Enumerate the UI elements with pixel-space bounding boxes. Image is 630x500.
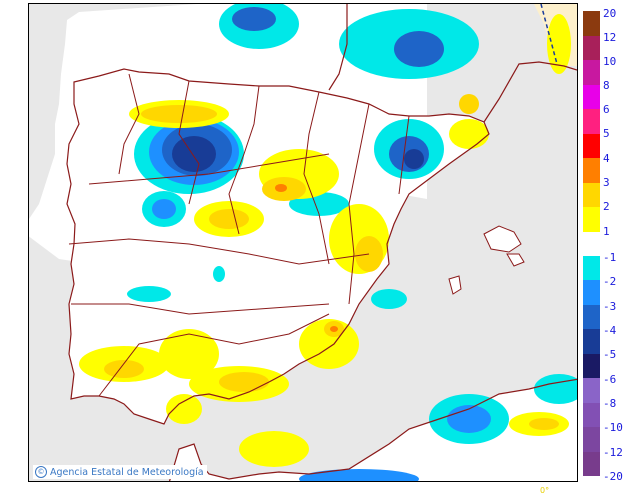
north-africa-land [169, 379, 577, 481]
credit-label: © Agencia Estatal de Meteorología [33, 465, 207, 479]
legend-swatch [583, 452, 600, 476]
legend-swatch [583, 329, 600, 354]
legend-swatch [583, 427, 600, 452]
temperature-anomaly-map [29, 4, 577, 481]
africa-coastline [168, 378, 577, 481]
legend-swatch [583, 354, 600, 378]
legend-label: -10 [603, 421, 623, 434]
legend-swatch [583, 158, 600, 183]
legend-label: -20 [603, 470, 623, 483]
legend-swatch [583, 36, 600, 60]
map-panel: © Agencia Estatal de Meteorología aemet [28, 3, 578, 482]
legend-label: 5 [603, 127, 610, 140]
legend-swatch [583, 109, 600, 134]
legend-label: -12 [603, 446, 623, 459]
legend-label: 3 [603, 176, 610, 189]
legend-label: -1 [603, 251, 617, 264]
legend-negative: -1 -2 -3 -4 -5 -6 -8 -10 -12 -20 [583, 251, 630, 483]
iberia-coastline [66, 68, 490, 425]
ibiza [448, 275, 462, 295]
legend-swatch [583, 280, 600, 305]
legend-label: -4 [603, 324, 617, 337]
legend-positive: 20 12 10 8 6 5 4 3 2 1 [583, 7, 630, 238]
legend-label: -8 [603, 397, 617, 410]
legend-swatch [583, 183, 600, 207]
legend-label: -5 [603, 348, 617, 361]
legend-swatch [583, 60, 600, 85]
legend-label: 12 [603, 31, 617, 44]
copyright-icon: © [35, 466, 47, 478]
legend-label: -3 [603, 300, 617, 313]
legend-label: 10 [603, 55, 617, 68]
legend-label: 6 [603, 103, 610, 116]
aemet-watermark: aemet [497, 453, 569, 477]
legend-swatch [583, 403, 600, 427]
france-coastline [328, 4, 577, 123]
legend-label: -6 [603, 373, 617, 386]
legend-label: 1 [603, 225, 610, 238]
legend-swatch [583, 305, 600, 329]
province-borders [68, 73, 410, 397]
legend-swatch [583, 11, 600, 36]
legend-label: -2 [603, 275, 617, 288]
legend-label: 20 [603, 7, 617, 20]
france-border-dashed [540, 4, 558, 65]
menorca [506, 253, 525, 267]
credit-text: Agencia Estatal de Meteorología [50, 466, 204, 478]
legend-label: 2 [603, 200, 610, 213]
legend-swatch [583, 85, 600, 109]
legend-swatch [583, 134, 600, 158]
legend-label: 4 [603, 152, 610, 165]
legend-swatch [583, 378, 600, 403]
warm-anomaly-layer [79, 14, 571, 467]
legend-label: 8 [603, 79, 610, 92]
legend-swatch [583, 207, 600, 232]
cold-anomaly-layer [127, 4, 577, 481]
legend-swatch [583, 256, 600, 280]
mallorca [483, 225, 522, 253]
longitude-label: 0° [540, 486, 550, 495]
